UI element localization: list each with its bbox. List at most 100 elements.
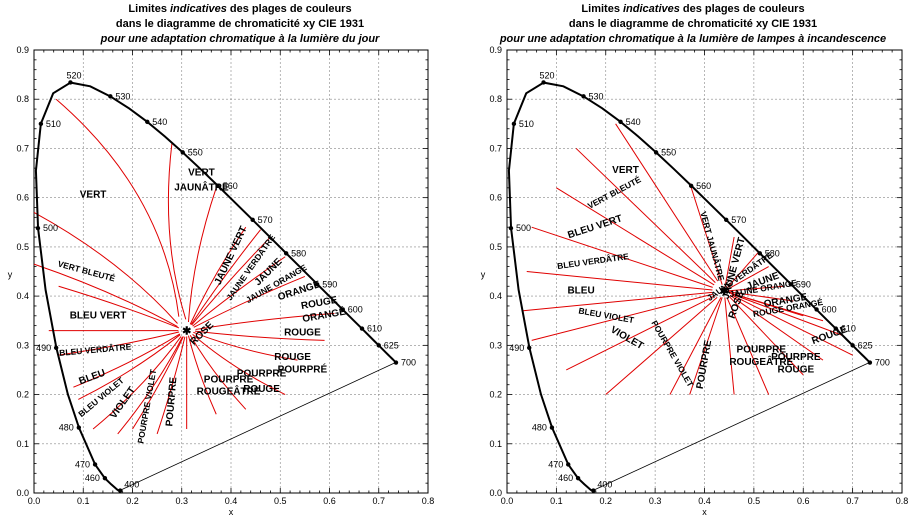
region-boundary-line xyxy=(92,336,182,430)
wavelength-marker xyxy=(314,282,320,287)
wavelength-label: 570 xyxy=(258,215,273,225)
x-tick-label: 0.2 xyxy=(126,496,139,506)
wavelength-label: 530 xyxy=(589,91,604,101)
wavelength-marker xyxy=(35,225,41,231)
x-tick-label: 0.6 xyxy=(797,496,810,506)
wavelength-marker xyxy=(541,80,546,85)
wavelength-label: 540 xyxy=(626,117,641,127)
region-boundary-line xyxy=(187,335,217,415)
wavelength-label: 580 xyxy=(291,248,306,258)
region-label: VIOLET xyxy=(608,324,645,352)
y-tick-label: 0.5 xyxy=(489,242,502,252)
wavelength-marker xyxy=(575,476,581,481)
wavelength-label: 490 xyxy=(509,343,524,353)
wavelength-marker xyxy=(724,217,729,223)
region-boundary-line xyxy=(187,187,217,323)
wavelength-label: 700 xyxy=(875,358,890,368)
wavelength-label: 510 xyxy=(46,119,61,129)
right-chart-title: Limites indicatives des plages de couleu… xyxy=(499,3,887,45)
x-axis-label: x xyxy=(702,507,707,517)
region-boundary-line xyxy=(192,334,286,396)
wavelength-label: 600 xyxy=(822,304,837,314)
region-boundary-line xyxy=(78,334,181,400)
x-tick-label: 0.4 xyxy=(225,496,238,506)
region-label: BLEU VIOLET xyxy=(578,306,636,326)
y-tick-label: 0.5 xyxy=(16,242,29,252)
region-label: ROUGE xyxy=(284,327,321,338)
region-boundary-line xyxy=(189,226,247,325)
region-label: VERT JAUNÂTRE xyxy=(698,210,727,282)
region-boundary-line xyxy=(189,335,247,410)
x-tick-label: 0.1 xyxy=(550,496,563,506)
left-chart-title: Limites indicatives des plages de couleu… xyxy=(100,3,380,45)
x-tick-label: 0.3 xyxy=(175,496,188,506)
region-boundary-line xyxy=(167,143,187,320)
x-tick-label: 0.4 xyxy=(698,496,711,506)
y-tick-label: 0.9 xyxy=(16,45,29,55)
wavelength-label: 500 xyxy=(43,223,58,233)
wavelength-label: 480 xyxy=(532,423,547,433)
wavelength-label: 625 xyxy=(858,340,873,350)
purple-line xyxy=(592,362,870,491)
wavelength-label: 610 xyxy=(841,324,856,334)
y-tick-label: 0.1 xyxy=(16,439,29,449)
wavelength-label: 610 xyxy=(367,324,382,334)
region-boundary-line xyxy=(58,285,180,329)
y-tick-label: 0.9 xyxy=(489,45,502,55)
x-tick-label: 0.2 xyxy=(599,496,612,506)
region-label: POURPRE xyxy=(737,345,787,356)
wavelength-label: 550 xyxy=(188,147,203,157)
region-label: ROUGEÂTRE xyxy=(197,385,261,398)
wavelength-label: 560 xyxy=(223,181,238,191)
region-label: ROUGEÂTRE xyxy=(729,355,793,368)
region-boundary-line xyxy=(156,336,186,435)
region-boundary-line xyxy=(605,297,718,395)
region-boundary-line xyxy=(58,331,180,356)
y-tick-label: 0.7 xyxy=(489,143,502,153)
wavelength-label: 590 xyxy=(322,279,337,289)
wavelength-marker xyxy=(393,360,399,365)
wavelength-marker xyxy=(215,183,220,189)
wavelength-label: 510 xyxy=(519,119,534,129)
region-boundary-line xyxy=(33,211,178,324)
wavelength-marker xyxy=(511,121,517,127)
region-boundary-line xyxy=(531,226,713,288)
region-boundary-line xyxy=(731,294,853,356)
wavelength-label: 470 xyxy=(75,459,90,469)
region-boundary-line xyxy=(728,291,794,302)
wavelength-label: 480 xyxy=(59,423,74,433)
wavelength-marker xyxy=(527,345,532,350)
wavelength-marker xyxy=(566,462,571,467)
region-boundary-line xyxy=(615,123,719,282)
region-boundary-line xyxy=(727,285,784,292)
wavelength-label: 530 xyxy=(115,91,130,101)
region-label: BLEU VERT xyxy=(566,213,623,241)
wavelength-marker xyxy=(92,462,98,467)
region-boundary-line xyxy=(192,256,286,327)
wavelength-label: 460 xyxy=(85,473,100,483)
region-boundary-line xyxy=(526,271,713,291)
x-tick-label: 0.0 xyxy=(501,496,514,506)
region-boundary-line xyxy=(724,236,735,289)
wavelength-marker xyxy=(340,307,345,312)
region-label: ROUGE xyxy=(243,384,280,395)
region-boundary-line xyxy=(726,297,770,395)
region-boundary-line xyxy=(55,98,180,317)
region-boundary-line xyxy=(689,182,723,285)
wavelength-marker xyxy=(283,251,289,256)
region-label: VERT BLEUTÉ xyxy=(586,174,643,211)
spectral-locus xyxy=(507,81,871,492)
wavelength-marker xyxy=(76,425,82,430)
x-axis-label: x xyxy=(229,507,234,517)
region-label: POURPRE xyxy=(695,339,714,390)
wavelength-marker xyxy=(108,94,113,99)
wavelength-marker xyxy=(833,326,839,331)
y-tick-label: 0.0 xyxy=(16,488,29,498)
y-tick-label: 0.3 xyxy=(16,340,29,350)
region-label: POURPRE xyxy=(164,376,179,427)
x-tick-label: 0.5 xyxy=(274,496,287,506)
wavelength-marker xyxy=(757,251,762,256)
wavelength-label: 400 xyxy=(124,480,139,490)
region-boundary-line xyxy=(117,336,183,435)
